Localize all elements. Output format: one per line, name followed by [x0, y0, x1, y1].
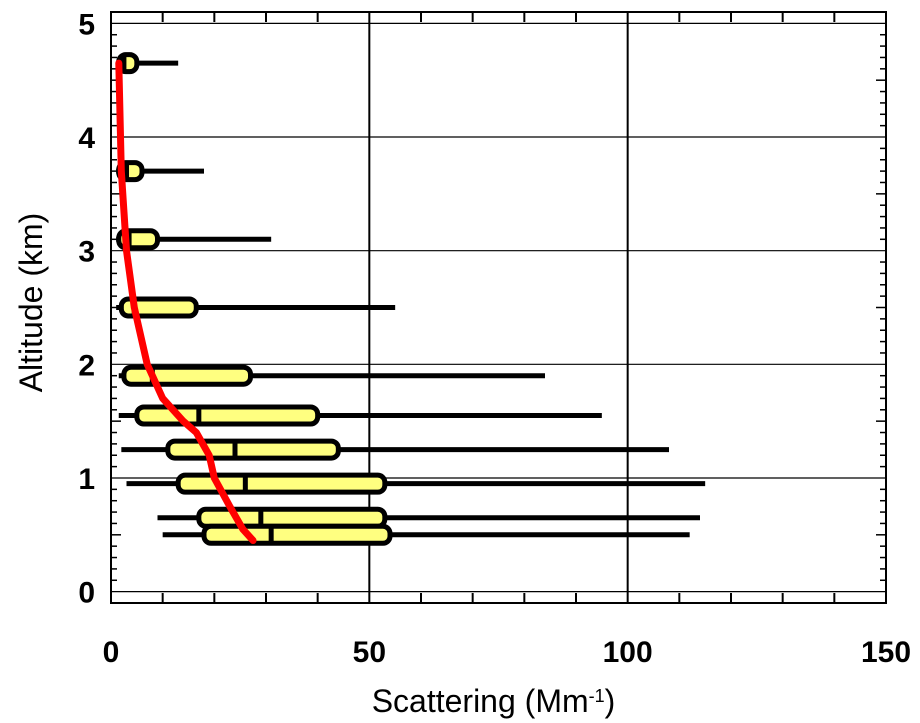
- quartile-box: [121, 364, 253, 387]
- quartile-box: [165, 438, 341, 461]
- x-tick-label: 150: [861, 636, 911, 669]
- median-profile: [115, 59, 257, 544]
- quartile-box: [201, 523, 393, 546]
- y-tick-label: 1: [78, 463, 95, 496]
- x-tick-labels: 0 50 100 150: [103, 636, 911, 669]
- x-tick-label: 100: [603, 636, 653, 669]
- y-axis-title: Altitude (km): [13, 213, 49, 393]
- y-tick-label: 4: [78, 122, 95, 155]
- quartile-box: [118, 296, 199, 319]
- y-tick-labels: 0 1 2 3 4 5: [78, 8, 95, 609]
- plot-frame: [110, 11, 887, 604]
- quartile-box: [196, 506, 388, 529]
- median-profile-line: [115, 59, 257, 544]
- x-tick-label: 50: [353, 636, 386, 669]
- x-tick-label: 0: [103, 636, 120, 669]
- quartile-box: [175, 472, 388, 495]
- y-tick-label: 2: [78, 349, 95, 382]
- y-tick-label: 3: [78, 236, 95, 269]
- x-axis-title: Scattering (Mm-1): [372, 683, 616, 719]
- y-tick-label: 5: [78, 8, 95, 41]
- quartile-box: [134, 404, 321, 427]
- y-tick-label: 0: [78, 577, 95, 610]
- whiskers: [116, 60, 706, 538]
- boxes: [116, 52, 393, 546]
